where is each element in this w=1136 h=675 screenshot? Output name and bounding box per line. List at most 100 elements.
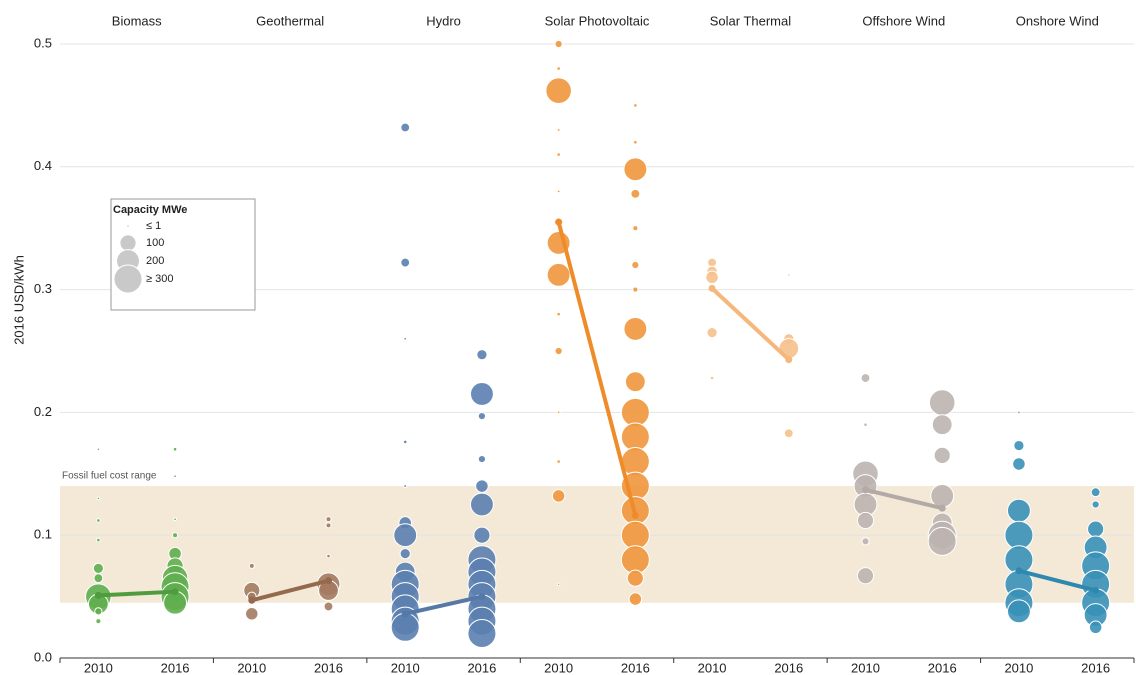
bubble [620,520,650,550]
bubble [863,422,868,427]
average-point [938,504,946,512]
x-tick-label: 2010 [544,660,573,675]
bubble [632,286,639,293]
average-point [708,284,716,292]
average-point [325,577,332,585]
bubble [783,428,794,439]
y-tick-label: 0.3 [34,281,52,296]
bubble [1006,498,1031,523]
bubble [633,103,638,108]
bubble [861,537,870,546]
panel-title: Hydro [426,13,461,28]
bubble [173,474,177,479]
bubble [245,607,259,621]
bubble [1013,439,1025,452]
bubble [633,139,638,145]
x-tick-label: 2016 [161,660,190,675]
legend-bubble [113,264,143,294]
average-point [1092,586,1100,594]
x-tick-label: 2010 [391,660,420,675]
bubble [630,188,641,199]
legend-title: Capacity MWe [113,204,187,216]
bubble [96,496,101,501]
bubble [856,567,875,585]
bubble [475,479,489,493]
average-point [478,593,486,601]
bubble [856,511,875,530]
average-line [98,589,176,598]
bubble [620,545,650,575]
bubble [248,562,255,569]
bubble [554,39,563,49]
panel-title: Solar Thermal [710,13,792,28]
x-tick-label: 2016 [314,660,343,675]
bubble [323,601,334,612]
bubble [403,484,408,488]
x-tick-label: 2016 [928,660,957,675]
bubble [631,260,640,270]
bubble [1088,620,1103,635]
bubble [326,553,331,559]
band-label: Fossil fuel cost range [62,471,157,482]
average-point [555,218,563,226]
panel-title: Biomass [112,13,162,28]
panel-title: Offshore Wind [862,13,945,28]
bubble [626,569,644,587]
bubble [400,257,411,268]
legend-label: ≥ 300 [146,273,173,285]
x-tick-label: 2016 [774,660,803,675]
bubble [469,382,494,406]
average-point [94,591,102,599]
x-tick-label: 2010 [84,660,113,675]
bubble [556,311,561,317]
bubble [92,562,104,574]
bubble [325,516,332,523]
y-axis-label: 2016 USD/kWh [11,255,26,345]
bubble [628,592,643,606]
bubble [477,454,487,464]
x-tick-label: 2010 [698,660,727,675]
bubble [469,492,494,517]
bubble [1004,520,1034,550]
bubble [623,316,648,341]
average-line [556,221,638,517]
bubble [172,446,178,452]
x-tick-label: 2010 [1004,660,1033,675]
bubble [931,414,953,436]
average-line [251,578,329,603]
bubble [93,573,104,584]
bubble [390,612,420,642]
average-line [1018,568,1097,593]
bubble [709,375,715,381]
panel-title: Geothermal [256,13,324,28]
bubble [1091,500,1100,509]
bubble [403,336,408,341]
bubble [546,262,571,287]
average-line [404,594,483,616]
y-tick-label: 0.4 [34,158,52,173]
legend-label: ≤ 1 [146,220,161,232]
bubble [399,548,411,560]
average-point [785,356,793,364]
bubble [473,526,491,544]
bubble [1017,410,1021,415]
bubble [96,447,101,452]
bubble [173,517,177,522]
bubble [786,273,791,277]
bubble [393,523,418,548]
bubble [477,411,487,421]
bubble [927,526,957,556]
average-point [862,486,869,494]
bubble [556,410,561,415]
x-tick-label: 2010 [851,660,880,675]
y-tick-label: 0.2 [34,404,52,419]
bubble [1012,457,1026,471]
average-point [631,512,639,520]
average-line [865,487,943,511]
average-point [171,588,179,596]
bubble [624,371,646,393]
bubble [1006,599,1031,624]
bubble [620,397,650,427]
legend: Capacity MWe ≤ 1 100 200 ≥ 300 [110,198,256,311]
